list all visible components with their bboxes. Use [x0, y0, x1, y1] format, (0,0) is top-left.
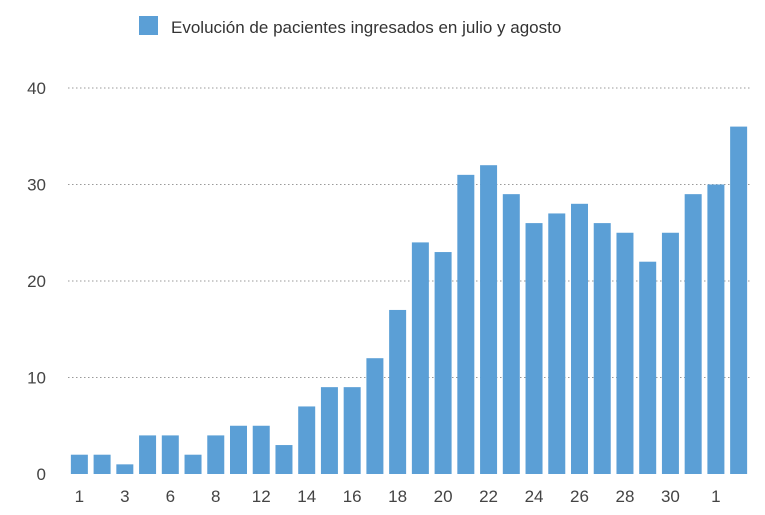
bar — [639, 261, 657, 474]
bar — [161, 435, 179, 474]
y-tick-label: 0 — [37, 465, 46, 484]
bar — [707, 184, 725, 474]
x-tick-label: 8 — [211, 487, 220, 506]
bar — [548, 213, 566, 474]
bar — [116, 464, 134, 474]
y-tick-label: 40 — [27, 79, 46, 98]
bar — [434, 252, 452, 474]
bar — [230, 425, 247, 474]
bar — [366, 358, 384, 474]
x-tick-label: 6 — [166, 487, 175, 506]
x-tick-label: 24 — [525, 487, 544, 506]
bar — [616, 232, 634, 474]
bar — [93, 454, 111, 474]
bar — [207, 435, 225, 474]
bar — [411, 242, 429, 474]
bar — [593, 223, 611, 474]
x-tick-label: 1 — [711, 487, 720, 506]
bar — [389, 309, 407, 474]
x-tick-label: 22 — [479, 487, 498, 506]
x-tick-label: 18 — [388, 487, 407, 506]
bar — [298, 406, 316, 474]
bar — [571, 203, 588, 475]
y-axis: 0 10 20 30 40 — [27, 79, 46, 484]
y-tick-label: 30 — [27, 176, 46, 195]
y-tick-label: 20 — [27, 272, 46, 291]
x-tick-label: 20 — [434, 487, 453, 506]
legend-label: Evolución de pacientes ingresados en jul… — [171, 18, 561, 37]
y-tick-label: 10 — [27, 369, 46, 388]
x-axis: 1 3 6 8 12 14 16 18 20 22 24 26 28 30 1 — [75, 487, 721, 506]
x-tick-label: 26 — [570, 487, 589, 506]
bar — [480, 165, 498, 474]
x-tick-label: 14 — [297, 487, 316, 506]
bar — [320, 387, 338, 474]
gridlines — [68, 87, 750, 378]
legend-swatch — [139, 16, 158, 35]
bar — [661, 232, 679, 474]
bar — [139, 435, 157, 474]
bar — [457, 174, 475, 474]
bar — [684, 194, 702, 474]
bar — [275, 445, 293, 474]
bar — [525, 223, 543, 474]
x-tick-label: 1 — [75, 487, 84, 506]
x-tick-label: 30 — [661, 487, 680, 506]
legend: Evolución de pacientes ingresados en jul… — [139, 16, 561, 37]
bar — [343, 387, 361, 474]
x-tick-label: 12 — [252, 487, 271, 506]
bar — [70, 454, 88, 474]
x-tick-label: 16 — [343, 487, 362, 506]
bars — [70, 126, 748, 475]
bar — [502, 194, 520, 474]
x-tick-label: 3 — [120, 487, 129, 506]
bar — [730, 126, 748, 474]
bar — [252, 425, 270, 474]
bar — [184, 454, 202, 474]
x-tick-label: 28 — [616, 487, 635, 506]
